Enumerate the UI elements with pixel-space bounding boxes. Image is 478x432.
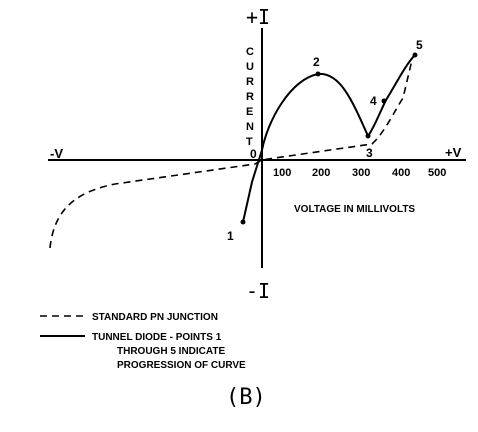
legend-tunnel-label: TUNNEL DIODE - POINTS 1 — [92, 332, 222, 343]
point-label-1: 1 — [227, 229, 234, 243]
minus-v-label: -V — [50, 146, 63, 161]
curve-point-4 — [381, 98, 387, 104]
point-label-5: 5 — [416, 38, 423, 52]
legend-tunnel-label: PROGRESSION OF CURVE — [117, 360, 246, 371]
origin-label: 0 — [250, 147, 257, 161]
legend-tunnel-label: THROUGH 5 INDICATE — [117, 346, 225, 357]
curve-point-1 — [240, 219, 246, 225]
point-label-2: 2 — [313, 55, 320, 69]
current-letter: U — [246, 61, 254, 73]
current-letter: E — [246, 106, 253, 118]
current-letter: R — [246, 91, 254, 103]
x-tick-label: 300 — [352, 167, 370, 179]
current-letter: R — [246, 76, 254, 88]
pn-junction-curve — [49, 59, 413, 249]
tunnel-diode-curve — [242, 54, 416, 223]
current-letter: T — [246, 136, 253, 148]
minus-i-label: -I — [246, 279, 270, 303]
legend-pn-label: STANDARD PN JUNCTION — [92, 312, 218, 323]
curve-point-2 — [315, 71, 321, 77]
x-axis-title: VOLTAGE IN MILLIVOLTS — [294, 204, 415, 215]
figure-caption: (B) — [226, 385, 266, 410]
current-letter: N — [246, 121, 254, 133]
x-tick-label: 500 — [428, 167, 446, 179]
plus-i-label: +I — [246, 5, 270, 29]
x-tick-label: 100 — [273, 167, 291, 179]
point-label-4: 4 — [370, 94, 377, 108]
point-label-3: 3 — [366, 146, 373, 160]
plus-v-label: +V — [445, 145, 462, 160]
current-letter: C — [246, 46, 254, 58]
current-axis-title: C U R R E N T — [246, 46, 254, 148]
x-tick-label: 200 — [312, 167, 330, 179]
curve-point-3 — [365, 133, 371, 139]
curve-point-5 — [412, 52, 418, 58]
x-tick-label: 400 — [392, 167, 410, 179]
